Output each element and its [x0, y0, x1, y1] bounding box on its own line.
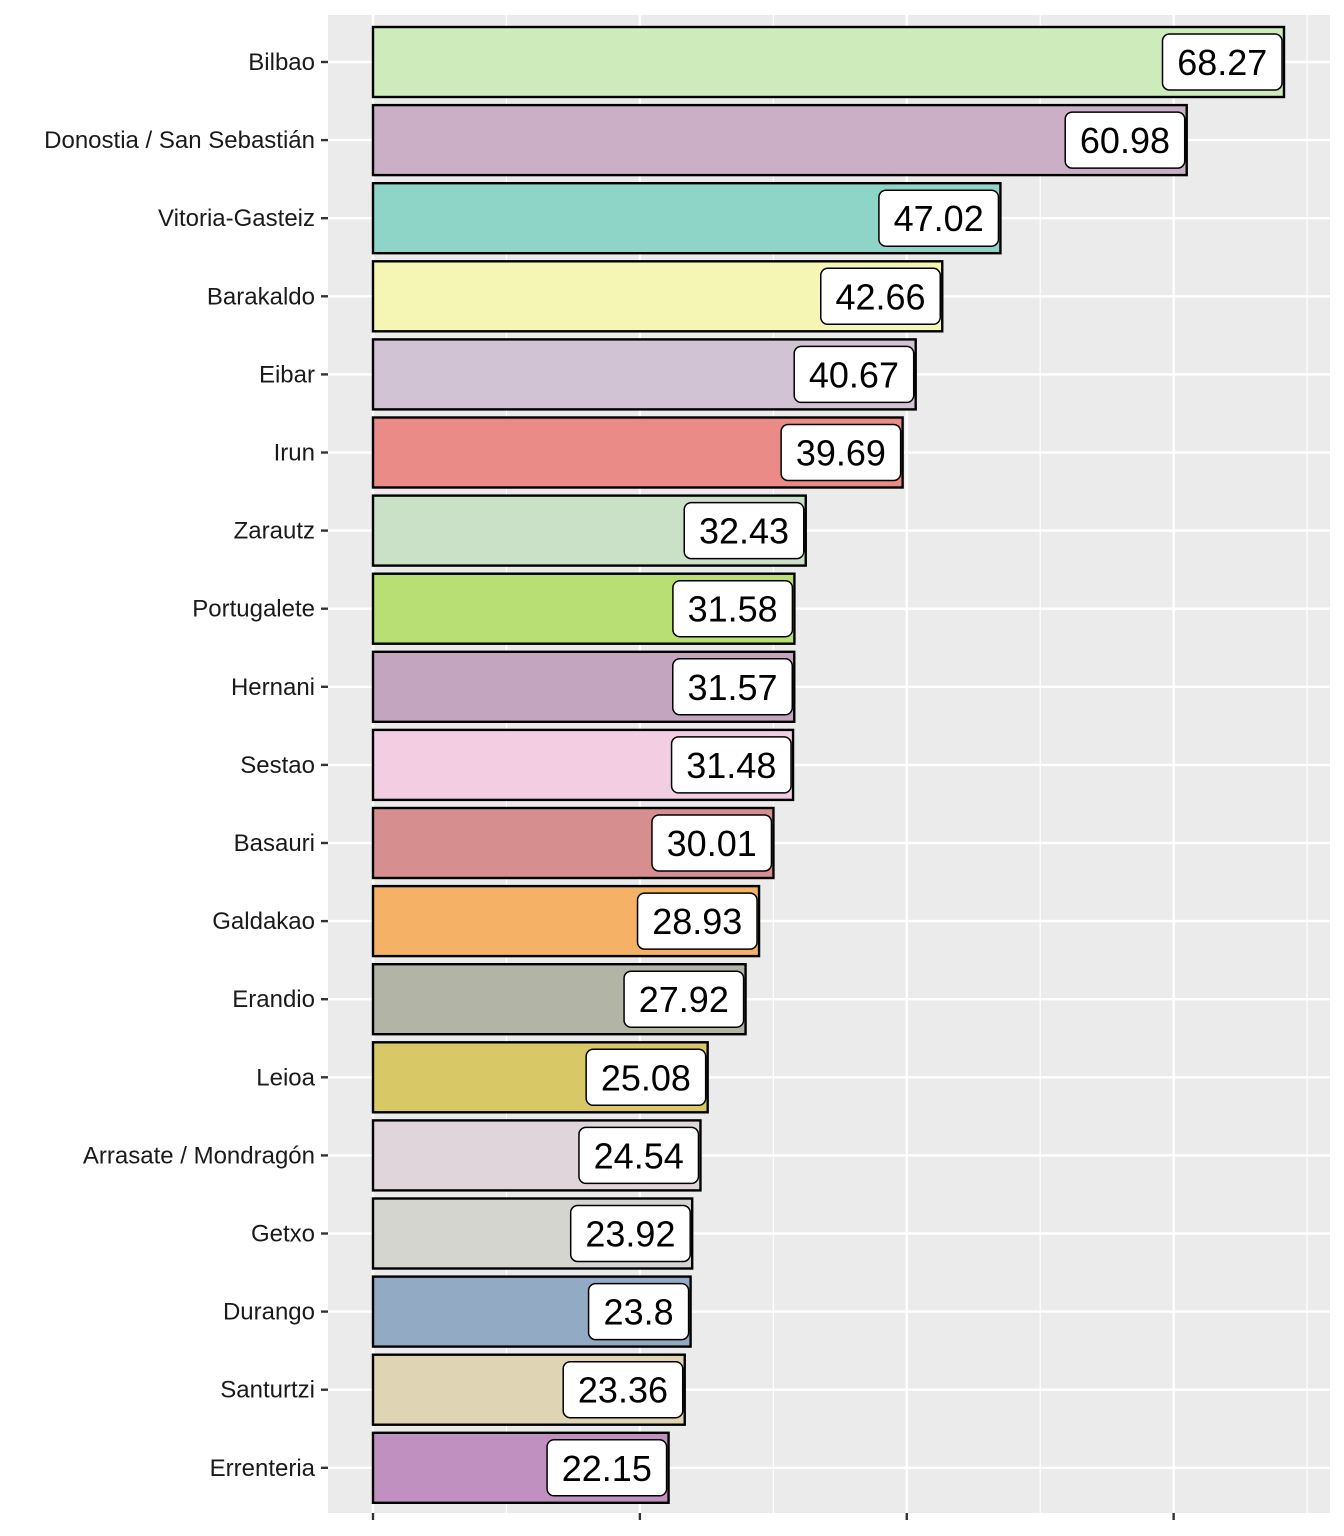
data-label-box: [623, 970, 745, 1028]
data-label-box: [636, 892, 758, 950]
data-label-box: [820, 267, 942, 326]
data-label: 22.15: [562, 1448, 652, 1489]
bar: [371, 25, 1286, 99]
data-label-box: [780, 423, 902, 482]
y-axis-label: Hernani: [231, 674, 315, 701]
y-axis-label: Arrasate / Mondragón: [83, 1142, 315, 1169]
data-label-box: [878, 189, 1000, 247]
data-label: 60.98: [1080, 120, 1170, 161]
data-label: 42.66: [835, 276, 925, 317]
y-axis-label: Erandio: [232, 986, 315, 1013]
data-label-box: [672, 579, 794, 638]
data-label: 32.43: [699, 511, 789, 552]
data-label-box: [585, 1048, 707, 1107]
data-label: 23.36: [578, 1370, 668, 1411]
y-axis-label: Bilbao: [248, 49, 315, 76]
y-axis-label: Zarautz: [234, 518, 315, 545]
data-label-box: [546, 1439, 668, 1497]
data-label: 23.8: [604, 1292, 674, 1333]
y-axis-label: Basauri: [234, 830, 315, 857]
data-label: 31.57: [687, 667, 777, 708]
y-axis-label: Portugalete: [192, 596, 315, 623]
data-label: 47.02: [894, 198, 984, 239]
data-label-box: [1064, 111, 1186, 169]
data-label: 39.69: [796, 433, 886, 474]
y-axis-label: Eibar: [259, 361, 315, 388]
data-label-box: [793, 345, 915, 404]
y-axis-label: Irun: [274, 440, 315, 467]
data-label-box: [670, 736, 792, 794]
y-axis-label: Santurtzi: [220, 1377, 315, 1404]
data-label: 24.54: [594, 1135, 684, 1176]
y-axis-label: Getxo: [251, 1221, 315, 1248]
y-axis-label: Vitoria-Gasteiz: [158, 205, 315, 232]
y-axis-label: Errenteria: [210, 1455, 316, 1482]
data-label-box: [578, 1126, 700, 1185]
data-label-box: [683, 501, 805, 560]
data-label: 40.67: [809, 354, 899, 395]
data-label: 27.92: [639, 979, 729, 1020]
data-label-box: [562, 1360, 684, 1419]
data-label-box: [587, 1282, 690, 1341]
y-axis-label: Donostia / San Sebastián: [44, 127, 315, 154]
data-label-box: [672, 658, 794, 716]
data-label: 30.01: [667, 823, 757, 864]
y-axis-label: Durango: [223, 1299, 315, 1326]
data-label: 31.48: [686, 745, 776, 786]
bar: [371, 103, 1188, 177]
data-label-box: [569, 1204, 691, 1263]
data-label: 31.58: [688, 589, 778, 630]
data-label-box: [1161, 33, 1283, 91]
y-axis-label: Sestao: [240, 752, 315, 779]
data-label: 68.27: [1177, 42, 1267, 83]
y-axis-label: Leioa: [256, 1064, 315, 1091]
data-label-box: [651, 814, 773, 872]
data-label: 25.08: [601, 1057, 691, 1098]
y-axis-label: Galdakao: [212, 908, 315, 935]
data-label: 28.93: [652, 901, 742, 942]
data-label: 23.92: [585, 1214, 675, 1255]
y-axis-label: Barakaldo: [207, 283, 315, 310]
